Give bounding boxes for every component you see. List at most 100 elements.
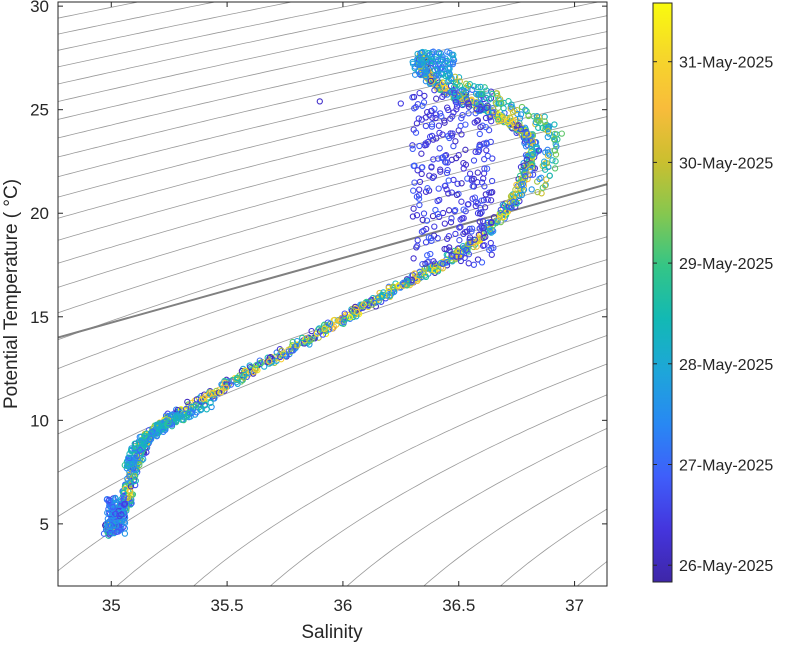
- data-point: [439, 93, 446, 101]
- data-point: [306, 336, 313, 344]
- data-point: [222, 384, 230, 391]
- data-point: [379, 293, 386, 300]
- data-point: [466, 234, 474, 241]
- data-point: [436, 213, 443, 221]
- data-point: [457, 122, 464, 130]
- data-point: [223, 381, 230, 388]
- data-point: [483, 165, 491, 172]
- data-point: [516, 192, 523, 199]
- data-point: [453, 154, 460, 162]
- data-point: [482, 191, 489, 198]
- data-point: [293, 337, 301, 345]
- data-point: [477, 105, 485, 112]
- data-point: [121, 514, 129, 521]
- data-point: [436, 145, 443, 152]
- isopycnal-line: [58, 236, 607, 435]
- data-point: [359, 303, 366, 310]
- isopycnal-line: [58, 80, 607, 219]
- data-point: [429, 174, 436, 182]
- isopycnal-line: [499, 508, 607, 586]
- data-point: [177, 409, 184, 417]
- data-point: [534, 117, 541, 124]
- data-point: [160, 422, 167, 429]
- data-point: [487, 197, 495, 204]
- data-point: [517, 111, 525, 118]
- data-point: [341, 310, 348, 317]
- data-point: [510, 198, 517, 206]
- data-point: [127, 479, 134, 486]
- data-point: [486, 227, 493, 234]
- data-point: [423, 217, 431, 224]
- data-point: [465, 110, 472, 117]
- data-point: [558, 130, 565, 137]
- data-point: [474, 83, 482, 91]
- data-point: [477, 210, 484, 217]
- data-point: [441, 245, 448, 253]
- data-point: [481, 242, 488, 249]
- data-point: [419, 261, 426, 268]
- data-point: [276, 346, 284, 353]
- data-point: [121, 500, 129, 507]
- data-point: [294, 342, 301, 349]
- data-point: [413, 120, 421, 127]
- data-point: [477, 83, 484, 91]
- data-point: [497, 206, 504, 214]
- data-point: [144, 434, 151, 441]
- data-point: [266, 358, 273, 365]
- data-point: [410, 93, 418, 101]
- data-point: [458, 180, 465, 187]
- data-point: [529, 138, 537, 145]
- data-point: [455, 74, 463, 81]
- isopycnal-line: [58, 193, 607, 370]
- data-point: [476, 130, 483, 138]
- data-point: [500, 105, 507, 112]
- data-point: [433, 95, 440, 102]
- data-point: [419, 216, 426, 224]
- data-point: [419, 48, 426, 56]
- data-point: [141, 432, 148, 439]
- data-point: [444, 72, 452, 79]
- data-point: [477, 142, 484, 149]
- data-point: [428, 123, 436, 130]
- data-point: [494, 116, 502, 123]
- data-point: [413, 212, 421, 219]
- data-point: [463, 228, 471, 235]
- data-point: [460, 165, 467, 172]
- data-point: [410, 187, 417, 194]
- data-point: [465, 251, 473, 258]
- data-point: [403, 282, 411, 289]
- data-point: [541, 158, 548, 165]
- data-point: [441, 117, 448, 124]
- data-point: [387, 292, 394, 299]
- data-point: [416, 178, 424, 186]
- y-tick-label: 5: [40, 515, 49, 534]
- data-point: [435, 185, 442, 192]
- data-point: [446, 70, 453, 78]
- data-point: [459, 248, 467, 256]
- data-point: [205, 391, 213, 398]
- data-point: [197, 406, 205, 413]
- data-point: [126, 450, 133, 457]
- data-point: [431, 267, 438, 274]
- data-point: [472, 110, 479, 117]
- data-point: [132, 442, 139, 450]
- data-point: [466, 81, 474, 88]
- data-point: [425, 234, 432, 241]
- data-point: [541, 182, 549, 189]
- data-point: [462, 146, 469, 153]
- data-point: [445, 106, 452, 114]
- data-point: [416, 89, 423, 97]
- data-point: [550, 136, 558, 143]
- data-point: [444, 48, 451, 55]
- data-point: [430, 258, 437, 265]
- data-point: [282, 352, 289, 359]
- data-point: [554, 136, 561, 143]
- data-point: [428, 132, 436, 140]
- data-point: [184, 398, 191, 406]
- data-point: [120, 489, 127, 497]
- data-point: [428, 107, 435, 115]
- data-point: [489, 90, 496, 98]
- data-point: [414, 167, 421, 174]
- data-point: [416, 142, 423, 150]
- data-point: [520, 162, 527, 169]
